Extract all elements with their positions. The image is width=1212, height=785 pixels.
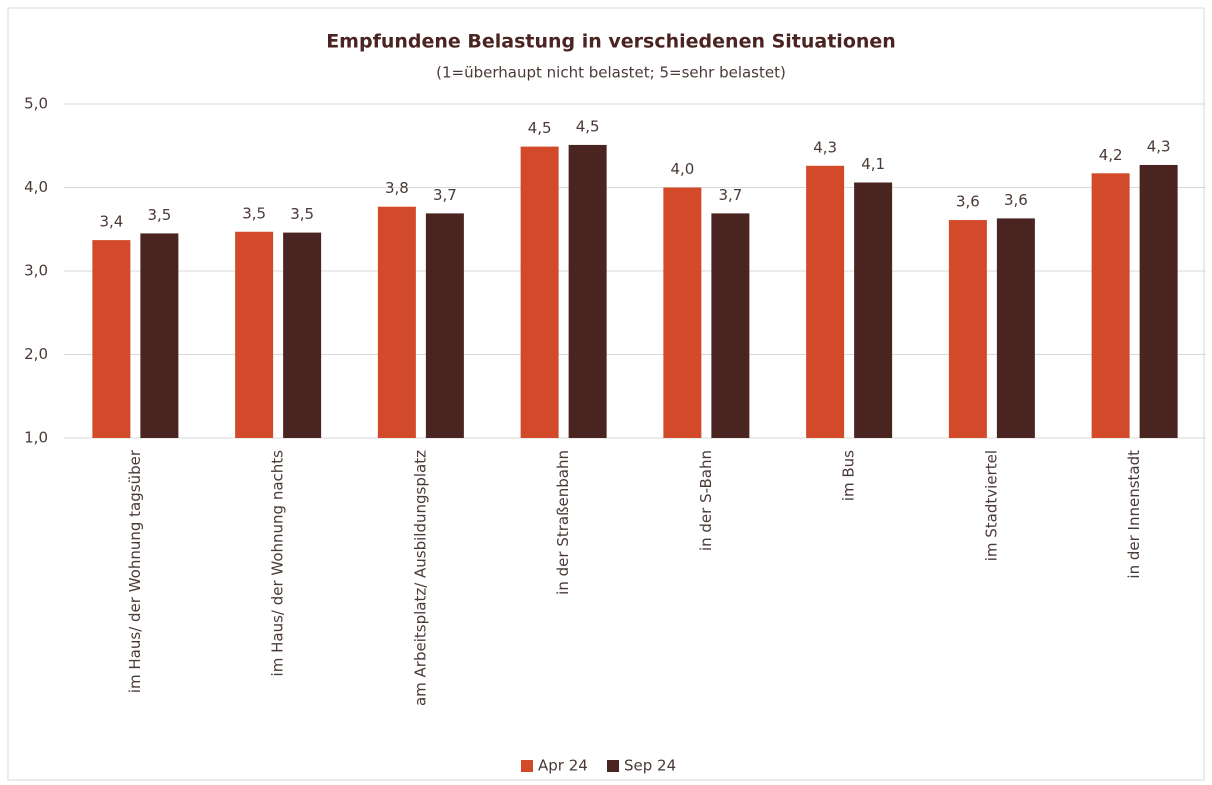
bar bbox=[568, 144, 607, 439]
value-label: 3,7 bbox=[433, 186, 457, 204]
value-label: 4,2 bbox=[1099, 146, 1123, 164]
bar bbox=[283, 232, 322, 438]
value-label: 3,5 bbox=[242, 204, 266, 222]
bar bbox=[235, 231, 274, 438]
bar bbox=[520, 146, 559, 438]
chart-title: Empfundene Belastung in verschiedenen Si… bbox=[326, 31, 896, 53]
chart-frame bbox=[7, 7, 1205, 781]
bar bbox=[996, 218, 1035, 438]
legend-label: Sep 24 bbox=[624, 757, 676, 775]
value-label: 4,5 bbox=[576, 117, 600, 135]
bar bbox=[806, 165, 845, 439]
value-label: 4,3 bbox=[1147, 137, 1171, 155]
bar bbox=[948, 220, 987, 438]
bar bbox=[854, 182, 893, 438]
value-label: 3,4 bbox=[99, 213, 123, 231]
value-label: 4,1 bbox=[861, 155, 885, 173]
x-tick-label: im Stadtviertel bbox=[982, 450, 1000, 561]
x-tick-label: im Haus/ der Wohnung nachts bbox=[269, 450, 287, 677]
y-tick-label: 3,0 bbox=[24, 262, 48, 280]
y-tick-label: 1,0 bbox=[24, 429, 48, 447]
value-label: 4,0 bbox=[670, 160, 694, 178]
legend-swatch bbox=[607, 760, 619, 772]
bar bbox=[377, 206, 416, 438]
x-tick-label: in der Innenstadt bbox=[1125, 450, 1143, 579]
value-label: 3,8 bbox=[385, 179, 409, 197]
bar bbox=[711, 213, 750, 438]
x-tick-label: im Bus bbox=[840, 450, 858, 501]
x-tick-label: am Arbeitsplatz/ Ausbildungsplatz bbox=[411, 450, 429, 706]
bar bbox=[140, 233, 179, 438]
bar bbox=[1091, 173, 1130, 438]
value-label: 3,6 bbox=[1004, 191, 1028, 209]
bar bbox=[663, 187, 702, 438]
bar bbox=[1139, 164, 1178, 438]
value-label: 3,7 bbox=[718, 186, 742, 204]
chart-subtitle: (1=überhaupt nicht belastet; 5=sehr bela… bbox=[436, 64, 786, 82]
x-tick-label: im Haus/ der Wohnung tagsüber bbox=[126, 449, 144, 693]
value-label: 3,5 bbox=[290, 205, 314, 223]
value-label: 3,5 bbox=[147, 206, 171, 224]
value-label: 4,3 bbox=[813, 138, 837, 156]
y-tick-label: 5,0 bbox=[24, 95, 48, 113]
y-tick-label: 2,0 bbox=[24, 345, 48, 363]
y-tick-label: 4,0 bbox=[24, 178, 48, 196]
value-label: 4,5 bbox=[528, 119, 552, 137]
bar bbox=[92, 240, 131, 438]
bar bbox=[425, 213, 464, 438]
x-tick-label: in der Straßenbahn bbox=[554, 450, 572, 595]
value-label: 3,6 bbox=[956, 193, 980, 211]
x-tick-label: in der S-Bahn bbox=[697, 450, 715, 551]
legend-swatch bbox=[521, 760, 533, 772]
legend-label: Apr 24 bbox=[538, 757, 588, 775]
